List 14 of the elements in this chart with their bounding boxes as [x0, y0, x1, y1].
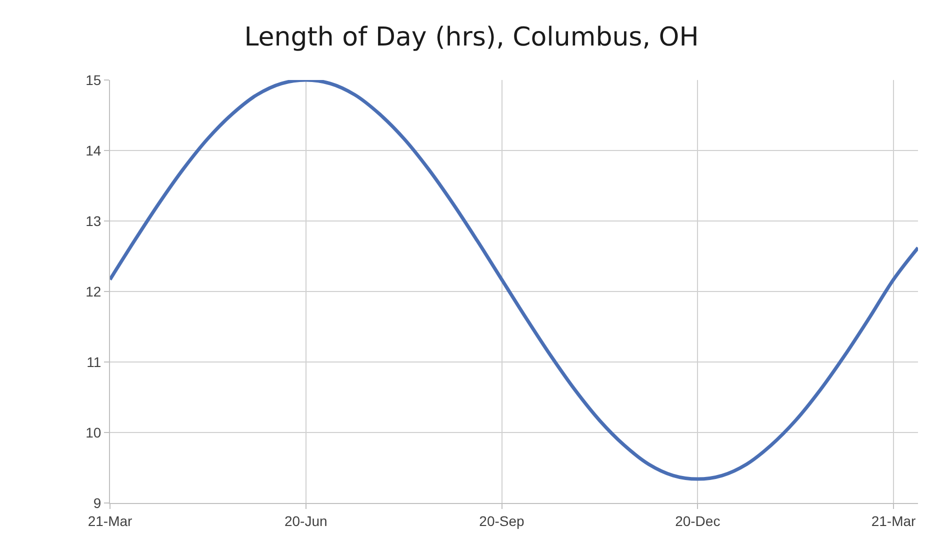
y-tick-label: 10 — [86, 424, 102, 440]
y-tick-label: 11 — [86, 354, 102, 370]
chart-title: Length of Day (hrs), Columbus, OH — [244, 22, 699, 53]
x-tick-label: 20-Sep — [479, 512, 525, 529]
y-tick-label: 12 — [86, 283, 102, 300]
x-tick-label: 20-Jun — [284, 512, 328, 529]
y-tick-label: 13 — [86, 212, 102, 229]
y-tick-label: 14 — [86, 142, 102, 158]
y-tick-label: 15 — [86, 72, 102, 88]
y-tick-label: 9 — [93, 494, 102, 511]
x-tick-label: 21-Mar — [871, 512, 916, 529]
x-tick-label: 20-Dec — [675, 512, 720, 529]
x-tick-label: 21-Mar — [88, 512, 133, 529]
line-series — [110, 80, 918, 481]
